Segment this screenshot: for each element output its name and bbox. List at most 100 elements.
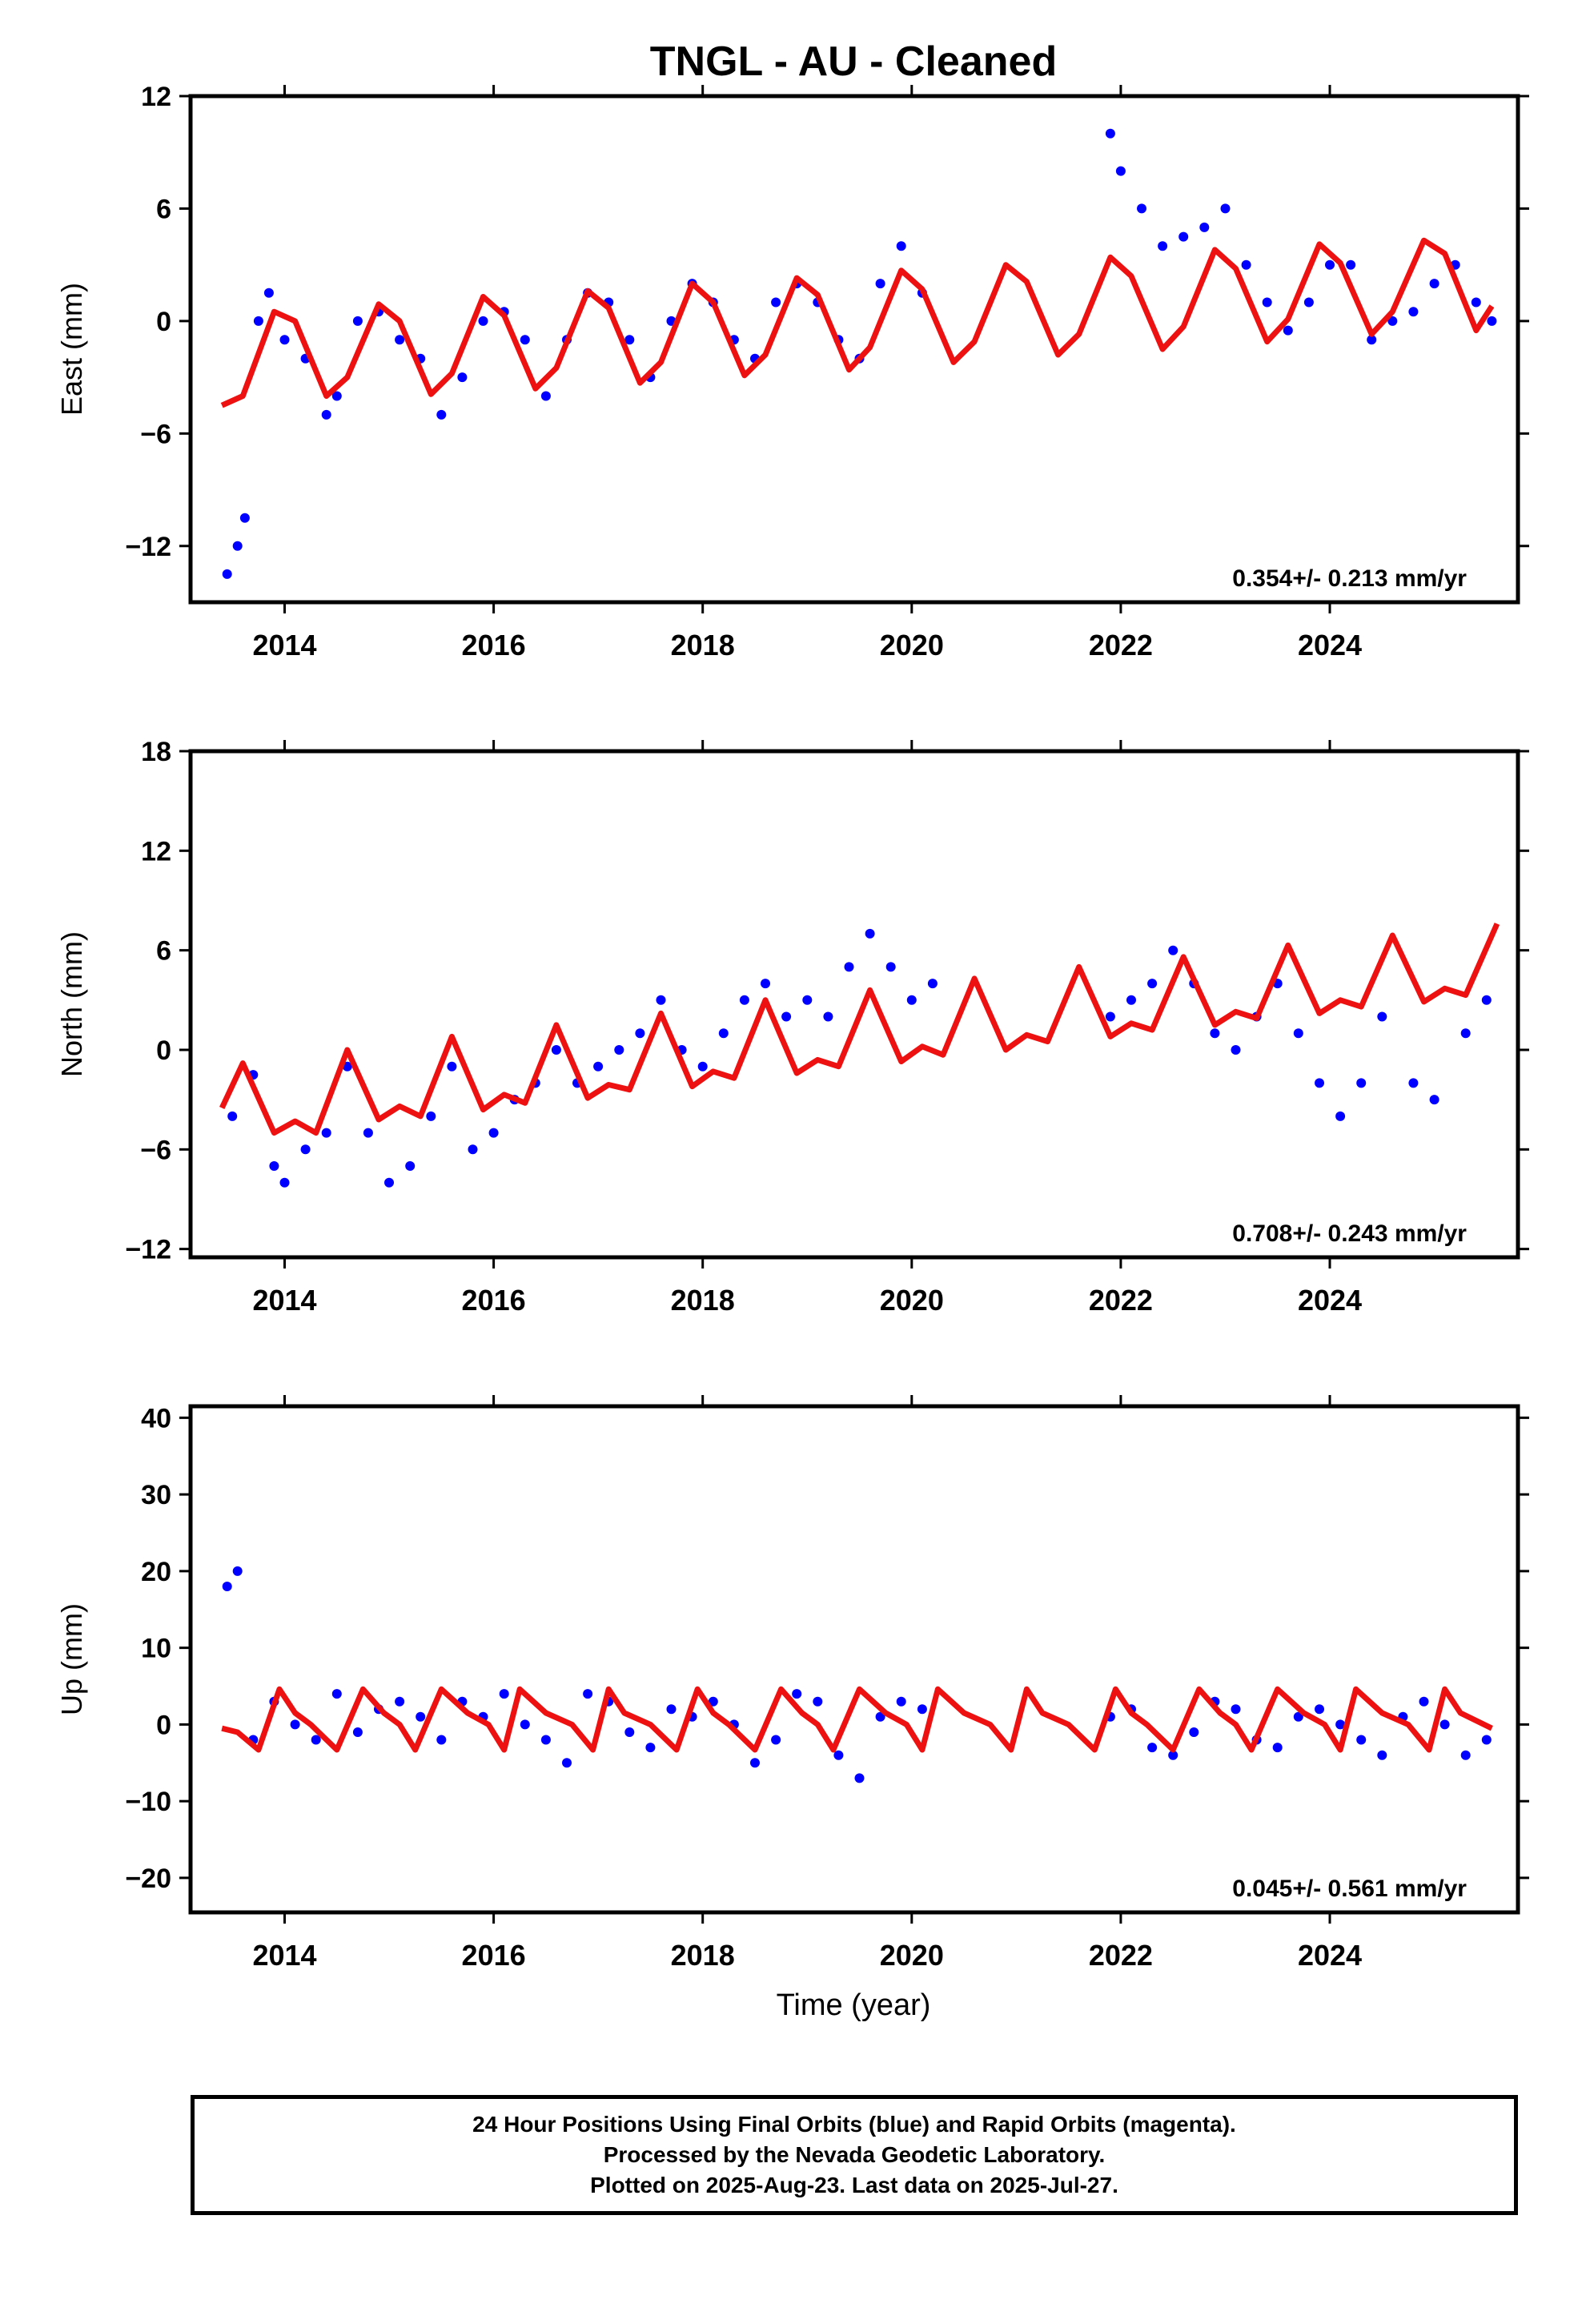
x-tick-label: 2018 [671,629,735,661]
data-point [645,1743,656,1753]
footnote-line-1: 24 Hour Positions Using Final Orbits (bl… [472,2112,1236,2137]
data-point [583,1689,593,1699]
data-point [1147,1743,1158,1753]
data-point [1115,166,1126,176]
data-point [1325,259,1335,270]
data-point [352,316,363,326]
data-point [750,1758,760,1768]
footnote-box: 24 Hour Positions Using Final Orbits (bl… [191,2095,1518,2215]
x-tick-label: 2016 [462,1939,526,1972]
data-point [1189,1727,1199,1737]
fit-line [219,923,1500,1136]
data-point [279,1177,290,1188]
x-tick-label: 2016 [462,1284,526,1317]
x-tick-label: 2022 [1089,1939,1153,1972]
data-point [1356,1078,1367,1088]
data-point [520,335,530,345]
data-point [1408,307,1419,317]
data-point [1199,222,1210,232]
data-point [761,979,770,989]
data-point [1210,1028,1220,1039]
data-point [311,1735,321,1745]
rate-annotation: 0.045+/- 0.561 mm/yr [1232,1876,1467,1902]
x-tick-label: 2014 [252,629,316,661]
data-point [1126,995,1136,1005]
data-point [499,1689,509,1699]
data-point [290,1719,300,1730]
data-point [1387,316,1398,326]
x-tick-label: 2020 [880,1284,944,1317]
y-tick-label: −12 [125,1235,171,1265]
data-point [436,1735,447,1745]
y-axis-label: Up (mm) [55,1603,88,1715]
chart-figure: TNGL - AU - Cleaned Time (year) 12 6 0 −6 −1… [55,38,1529,2022]
data-point [771,297,781,308]
data-point [1178,231,1189,242]
data-point [1231,1704,1241,1715]
data-point [405,1161,416,1171]
data-point [321,1128,331,1138]
x-tick-label: 2018 [671,1939,735,1972]
data-point [635,1028,645,1039]
plot-frame [188,1404,1520,1915]
data-point [384,1177,394,1188]
data-point [1147,979,1158,989]
data-point [906,995,917,1005]
data-point [468,1144,478,1155]
x-tick-label: 2022 [1089,1284,1153,1317]
data-point [1315,1704,1324,1715]
data-point [1377,1750,1387,1760]
data-point [1408,1078,1419,1088]
data-point [363,1128,373,1138]
data-point [781,1011,792,1022]
data-point [1346,259,1356,270]
data-point [697,1061,708,1072]
x-tick-label: 2018 [671,1284,735,1317]
data-point [833,1750,844,1760]
data-point [222,569,232,579]
chart-title: TNGL - AU - Cleaned [650,38,1057,85]
data-point [802,995,813,1005]
fit-line [220,237,1495,408]
data-point [1272,1743,1283,1753]
x-tick-label: 2024 [1298,1939,1362,1972]
data-point [227,1111,238,1121]
data-point [395,335,405,345]
data-point [239,513,250,523]
data-point [436,409,447,420]
plot-frame [188,749,1520,1260]
data-point [1367,335,1377,345]
data-point [624,335,635,345]
panel-2: 18 12 6 0 −6 −12 2014 2016 2018 2020 2022 2024 North… [55,737,1529,1317]
y-tick-label: −12 [125,532,171,562]
data-point [1335,1719,1346,1730]
rate-annotation: 0.354+/- 0.213 mm/yr [1232,565,1467,592]
data-point [656,995,666,1005]
x-tick-label: 2014 [252,1939,316,1972]
data-point [1429,279,1439,289]
data-point [1220,203,1231,214]
data-point [739,995,749,1005]
data-point [1377,1011,1387,1022]
data-point [232,1566,243,1576]
data-point [1105,1011,1115,1022]
data-point [279,335,290,345]
y-tick-label: −6 [140,1135,171,1165]
y-tick-label: −10 [125,1787,171,1817]
y-tick-label: 40 [141,1403,171,1433]
data-point [885,962,896,972]
data-point [718,1028,729,1039]
data-point [263,287,274,298]
chart-canvas: TNGL - AU - Cleaned Time (year) 12 6 0 −6 −1… [55,38,1529,2022]
panel-1: 12 6 0 −6 −12 2014 2016 2018 2020 2022 2024 East (m… [55,82,1529,661]
data-point [1241,259,1251,270]
data-point [844,962,854,972]
x-tick-label: 2024 [1298,629,1362,661]
y-tick-label: 0 [156,307,171,337]
data-point [426,1111,436,1121]
data-point [269,1161,279,1171]
x-axis-label: Time (year) [777,1988,931,2022]
y-tick-label: 18 [141,737,171,767]
data-point [1283,325,1293,336]
data-point [352,1727,363,1737]
